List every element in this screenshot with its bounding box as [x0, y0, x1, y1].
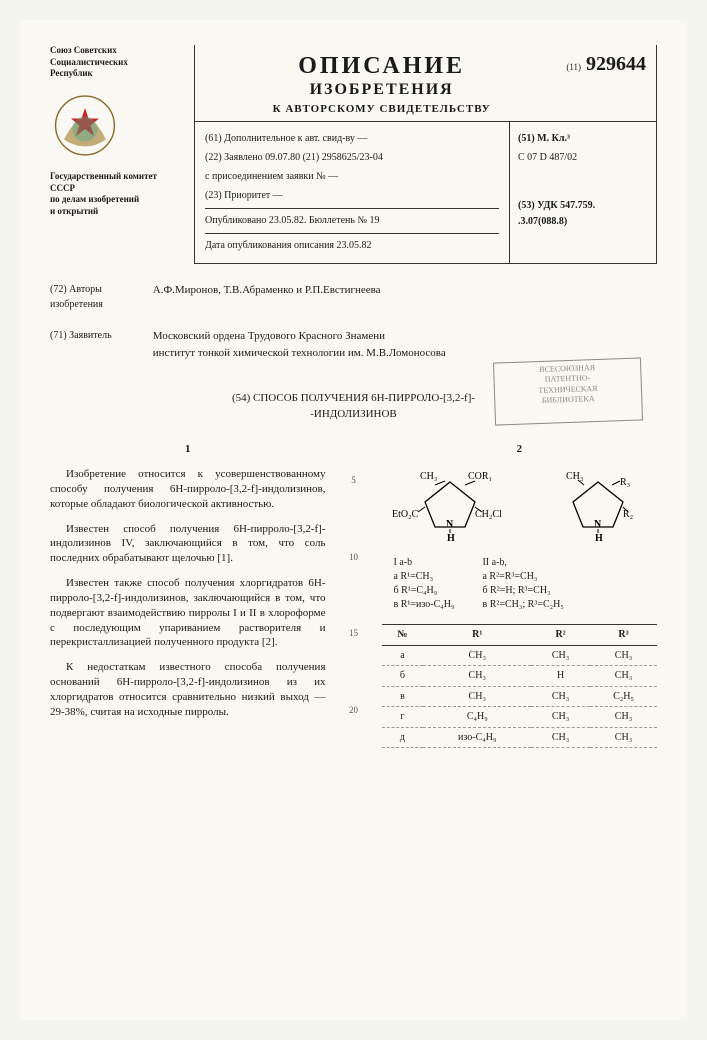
- field-51: (51) М. Кл.³: [518, 131, 648, 147]
- title-cert: К АВТОРСКОМУ СВИДЕТЕЛЬСТВУ: [205, 103, 558, 115]
- patent-number: (11) 929644: [558, 53, 646, 76]
- ussr-emblem-icon: [50, 88, 120, 163]
- field-53: (53) УДК 547.759. .3.07(088.8): [518, 198, 648, 230]
- para-2: Известен способ получения 6Н-пирроло-[3,…: [50, 522, 326, 567]
- field-51v: C 07 D 487/02: [518, 150, 648, 166]
- list-II: II a-b, а R²=R³=CH₃ б R²=H; R³=CH₃ в R²=…: [470, 556, 563, 612]
- committee-text: Государственный комитет СССР по делам из…: [50, 171, 190, 218]
- para-3: Известен также способ получения хлоргидр…: [50, 576, 326, 650]
- structure-2-icon: CH₃ R₃ R₂ N H: [548, 467, 648, 542]
- structure-1-icon: CH₃ COR₁ EtO₂C CH₂Cl N H: [390, 467, 510, 542]
- svg-text:N: N: [594, 519, 602, 530]
- column-2: 2 CH₃ COR₁ EtO₂C CH₂Cl N H: [382, 442, 658, 748]
- line-number-gutter: 5 10 15 20: [346, 442, 362, 748]
- substituent-table: № R¹ R² R³ аCH₃CH₃CH₃ бCH₃HCH₃ вCH₃CH₃C₂…: [382, 624, 658, 748]
- svg-text:EtO₂C: EtO₂C: [392, 509, 419, 520]
- label-71: (71) Заявитель: [50, 328, 150, 343]
- chemical-structures: CH₃ COR₁ EtO₂C CH₂Cl N H: [382, 467, 658, 542]
- authors-names: А.Ф.Миронов, Т.В.Абраменко и Р.П.Евстигн…: [153, 282, 653, 299]
- table-row: аCH₃CH₃CH₃: [382, 645, 658, 666]
- authors-block: (72) Авторы изобретения А.Ф.Миронов, Т.В…: [50, 282, 657, 361]
- svg-text:R₃: R₃: [620, 477, 630, 488]
- para-1: Изобретение относится к усовершенствован…: [50, 467, 326, 512]
- table-row: гC₄H₉CH₃CH₃: [382, 707, 658, 728]
- field-22: (22) Заявлено 09.07.80 (21) 2958625/23-0…: [205, 150, 499, 166]
- field-23: (23) Приоритет —: [205, 188, 499, 204]
- column-1: 1 Изобретение относится к усовершенствов…: [50, 442, 326, 748]
- svg-text:R₂: R₂: [623, 509, 633, 520]
- page-root: Союз Советских Социалистических Республи…: [20, 20, 687, 1020]
- substituent-lists: I a-b а R¹=CH₃ б R¹=C₄H₉ в R¹=изо-C₄H₉ I…: [382, 550, 658, 618]
- field-pubdesc: Дата опубликования описания 23.05.82: [205, 238, 499, 254]
- svg-text:N: N: [446, 519, 454, 530]
- title-main: ОПИСАНИЕ: [205, 53, 558, 79]
- svg-text:CH₃: CH₃: [420, 471, 437, 482]
- title-box: ОПИСАНИЕ ИЗОБРЕТЕНИЯ К АВТОРСКОМУ СВИДЕТ…: [194, 45, 657, 264]
- body-columns: 1 Изобретение относится к усовершенствов…: [50, 442, 657, 748]
- title-sub: ИЗОБРЕТЕНИЯ: [205, 81, 558, 99]
- left-column: Союз Советских Социалистических Республи…: [50, 45, 190, 264]
- field-prio: с присоединением заявки № —: [205, 169, 499, 185]
- library-stamp: ВСЕСОЮЗНАЯ ПАТЕНТНО- ТЕХНИЧЕСКАЯ БИБЛИОТ…: [493, 357, 643, 425]
- union-text: Союз Советских Социалистических Республи…: [50, 45, 190, 80]
- label-72: (72) Авторы изобретения: [50, 282, 150, 312]
- applicant: Московский ордена Трудового Красного Зна…: [153, 328, 653, 361]
- para-4: К недостаткам известного способа получен…: [50, 660, 326, 719]
- header: Союз Советских Социалистических Республи…: [50, 45, 657, 264]
- field-61: (61) Дополнительное к авт. свид-ву —: [205, 131, 499, 147]
- field-pub: Опубликовано 23.05.82. Бюллетень № 19: [205, 213, 499, 229]
- svg-text:CH₂Cl: CH₂Cl: [475, 509, 502, 520]
- list-I: I a-b а R¹=CH₃ б R¹=C₄H₉ в R¹=изо-C₄H₉: [382, 556, 455, 612]
- svg-text:H: H: [447, 533, 455, 542]
- svg-text:COR₁: COR₁: [468, 471, 492, 482]
- svg-text:CH₃: CH₃: [566, 471, 583, 482]
- biblio-block: (61) Дополнительное к авт. свид-ву — (22…: [195, 122, 656, 263]
- table-row: дизо-C₄H₉CH₃CH₃: [382, 727, 658, 748]
- table-row: бCH₃HCH₃: [382, 666, 658, 687]
- svg-text:H: H: [595, 533, 603, 542]
- table-row: вCH₃CH₃C₂H₅: [382, 686, 658, 707]
